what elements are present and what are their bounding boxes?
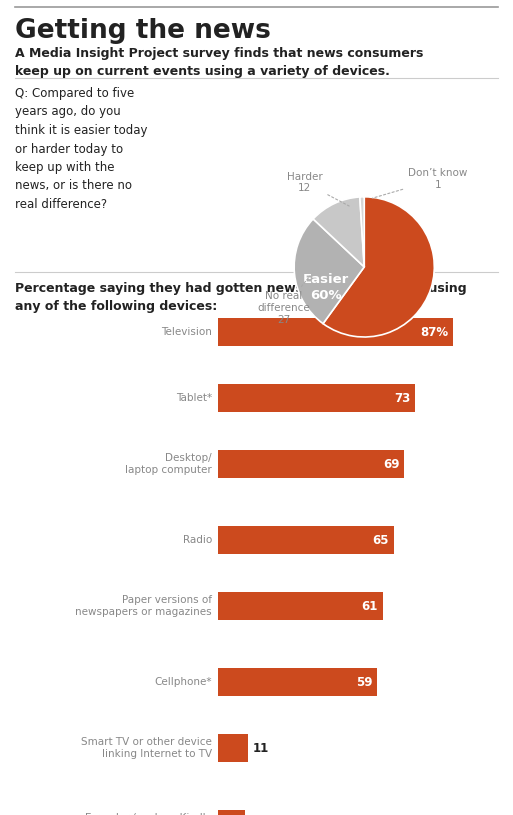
Bar [218,592,383,620]
Text: No real
difference
27: No real difference 27 [257,276,310,324]
Text: Smart TV or other device
linking Internet to TV: Smart TV or other device linking Interne… [81,737,212,760]
Text: Cellphone*: Cellphone* [154,677,212,687]
Text: 11: 11 [253,742,269,755]
Text: E-reader (such as Kindle
or Sony Reader): E-reader (such as Kindle or Sony Reader) [85,813,212,815]
Bar [218,384,415,412]
Text: Television: Television [161,327,212,337]
Wedge shape [360,196,364,267]
Text: Harder
12: Harder 12 [287,172,349,206]
Text: 69: 69 [383,457,399,470]
Text: Easier
60%: Easier 60% [303,274,349,302]
Text: Getting the news: Getting the news [15,18,271,44]
Text: Desktop/
laptop computer: Desktop/ laptop computer [125,452,212,475]
Text: 73: 73 [394,391,410,404]
Wedge shape [294,219,364,324]
Text: A Media Insight Project survey finds that news consumers
keep up on current even: A Media Insight Project survey finds tha… [15,47,423,78]
Text: 87%: 87% [420,325,448,338]
Text: Tablet*: Tablet* [176,393,212,403]
Bar [218,526,393,554]
Text: 65: 65 [372,534,388,547]
Bar [218,668,377,696]
Wedge shape [313,197,364,267]
Text: Radio: Radio [183,535,212,545]
Bar [218,318,453,346]
Text: Paper versions of
newspapers or magazines: Paper versions of newspapers or magazine… [75,595,212,618]
Text: Q: Compared to five
years ago, do you
think it is easier today
or harder today t: Q: Compared to five years ago, do you th… [15,87,148,211]
Text: Percentage saying they had gotten news in the past week using
any of the followi: Percentage saying they had gotten news i… [15,282,467,313]
Text: Don’t know
1: Don’t know 1 [372,168,467,198]
Text: 61: 61 [361,600,378,613]
Wedge shape [323,196,435,337]
Bar [218,734,248,762]
Bar [218,450,404,478]
Text: 59: 59 [356,676,372,689]
Bar [218,810,245,815]
